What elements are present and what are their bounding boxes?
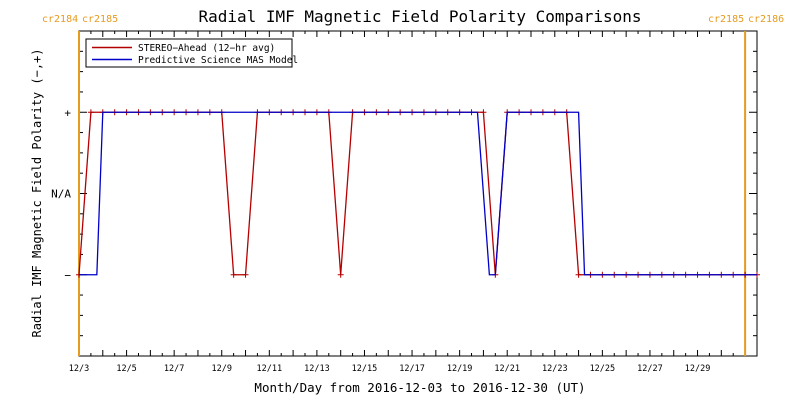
x-tick-label: 12/11 (257, 364, 283, 374)
carrington-left-label-2: cr2185 (82, 14, 118, 25)
x-tick-label: 12/13 (304, 364, 330, 374)
stereo-data-point (230, 271, 237, 278)
stereo-data-point (575, 271, 582, 278)
legend-model-label: Predictive Science MAS Model (138, 55, 298, 66)
x-tick-label: 12/9 (211, 364, 231, 374)
carrington-right-label-2: cr2186 (748, 14, 784, 25)
x-tick-label: 12/21 (494, 364, 520, 374)
x-tick-label: 12/17 (399, 364, 425, 374)
stereo-data-point (337, 271, 344, 278)
x-tick-labels: 12/3 12/5 12/7 12/9 12/11 12/13 12/15 12/17 12/1… (69, 364, 711, 374)
stereo-data-point (242, 271, 249, 278)
y-axis-label: Radial IMF Magnetic Field Polarity (−,+) (30, 49, 44, 338)
y-tick-label: − (64, 269, 71, 282)
x-tick-label: 12/3 (69, 364, 89, 374)
stereo-data-point (480, 109, 487, 116)
x-tick-label: 12/7 (164, 364, 184, 374)
y-tick-label: + (64, 106, 71, 119)
x-tick-label: 12/25 (590, 364, 616, 374)
y-tick-label: N/A (51, 188, 71, 201)
legend-stereo-label: STEREO−Ahead (12−hr avg) (138, 43, 275, 54)
y-tick-labels: + N/A − (51, 106, 71, 282)
plot-frame (78, 30, 758, 357)
series-layer (76, 109, 760, 278)
carrington-right-label-1: cr2185 (708, 14, 744, 25)
legend-box (85, 38, 293, 68)
chart-title: Radial IMF Magnetic Field Polarity Compa… (198, 7, 641, 26)
legend: STEREO−Ahead (12−hr avg) Predictive Scie… (85, 38, 298, 68)
x-tick-label: 12/27 (637, 364, 663, 374)
x-tick-label: 12/23 (542, 364, 568, 374)
x-tick-label: 12/5 (116, 364, 136, 374)
x-tick-label: 12/15 (352, 364, 378, 374)
stereo-data-point (87, 109, 94, 116)
x-tick-label: 12/19 (447, 364, 473, 374)
plot-axes (78, 30, 758, 357)
x-tick-label: 12/29 (685, 364, 711, 374)
x-axis-label: Month/Day from 2016-12-03 to 2016-12-30 … (254, 380, 585, 395)
carrington-left-label-1: cr2184 (42, 14, 78, 25)
stereo-series-line (78, 111, 757, 276)
model-series-line (79, 111, 757, 276)
